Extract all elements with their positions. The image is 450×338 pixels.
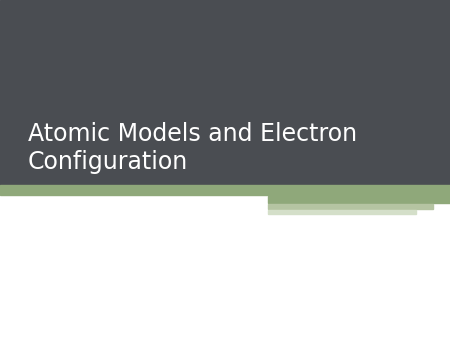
Bar [0, 0, 450, 193]
Bar [268, 204, 433, 209]
Bar [0, 185, 450, 195]
Text: Atomic Models and Electron
Configuration: Atomic Models and Electron Configuration [28, 122, 357, 174]
Bar [268, 196, 450, 203]
Bar [268, 210, 416, 214]
